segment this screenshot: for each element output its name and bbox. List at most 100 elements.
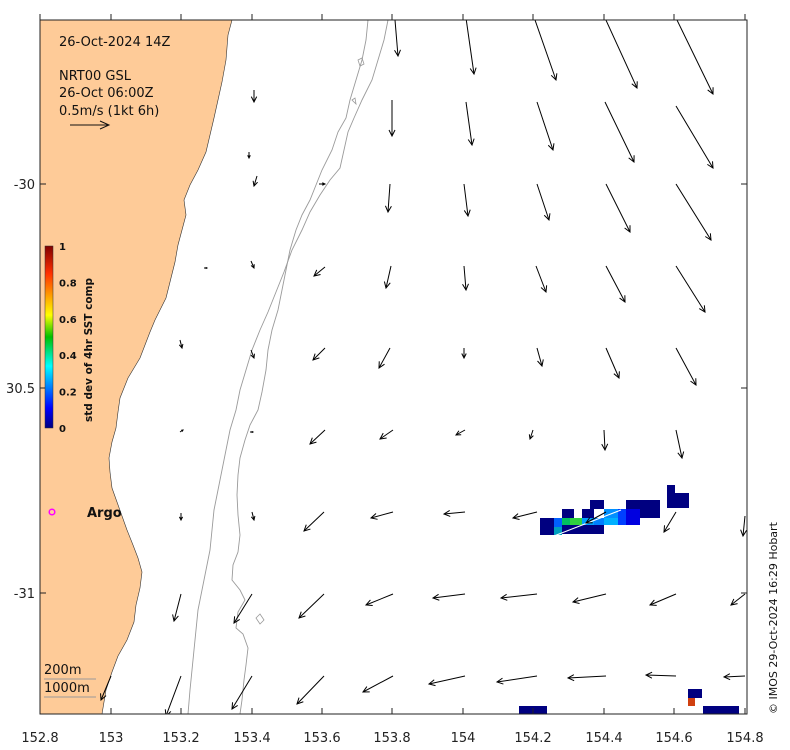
current-vector-arrow [605, 265, 626, 303]
current-vector-arrow [252, 175, 258, 188]
x-tick-label: 154.6 [655, 731, 692, 746]
current-vector-arrow [536, 101, 555, 152]
current-vector-arrow [172, 593, 182, 623]
y-tick-label: -30 [14, 178, 35, 193]
sst-std-dev-cell [554, 518, 562, 527]
colorbar-tick-label: 0 [59, 424, 66, 435]
current-vector-arrow [431, 593, 466, 601]
current-vector-arrow [313, 266, 326, 277]
isobath-label-200m: 200m [44, 663, 81, 678]
current-vector-arrow [585, 511, 607, 524]
current-vector-arrow [379, 429, 394, 440]
sst-std-dev-cell [570, 518, 582, 525]
current-vector-arrow [730, 593, 746, 606]
current-vector-arrow [663, 511, 677, 533]
current-vector-arrow [675, 105, 714, 169]
current-vector-arrow [462, 265, 469, 292]
x-tick-label: 153.8 [373, 731, 410, 746]
sst-std-dev-cell [618, 509, 626, 525]
current-vector-arrow [179, 429, 184, 433]
current-vector-arrow [722, 673, 746, 681]
current-vector-arrow [605, 183, 631, 233]
sst-std-dev-cell [626, 509, 640, 525]
current-vector-arrow [231, 675, 253, 710]
colorbar-tick-label: 1 [59, 242, 66, 253]
current-vector-arrow [204, 266, 209, 270]
sst-std-dev-cell [703, 706, 739, 714]
argo-marker [48, 508, 56, 516]
current-vector-arrow [461, 348, 467, 360]
current-vector-arrow [298, 593, 325, 619]
current-vector-arrow [250, 511, 256, 522]
current-vector-arrow [178, 339, 184, 350]
current-vector-arrow [535, 265, 548, 294]
x-tick-label: 154.4 [585, 731, 622, 746]
current-vector-arrow [644, 671, 677, 679]
colorbar-tick-label: 0.6 [59, 315, 77, 326]
product-name: NRT00 GSL [59, 69, 132, 84]
current-vector-arrow [362, 675, 394, 693]
current-vector-arrow [388, 100, 396, 138]
sst-std-dev-cell [667, 485, 675, 493]
current-vector-arrow [383, 265, 392, 290]
float-track [540, 509, 622, 542]
isobath-label-1000m: 1000m [44, 681, 90, 696]
colorbar-tick-label: 0.8 [59, 278, 77, 289]
coastline-land [40, 20, 233, 714]
current-vector-arrow [319, 182, 327, 186]
current-vector-arrow [675, 183, 712, 241]
current-vector-arrow [566, 674, 607, 682]
current-vector-arrow [384, 183, 392, 214]
x-tick-label: 154.8 [726, 731, 763, 746]
sst-std-dev-cell [554, 527, 562, 535]
current-vector-arrow [465, 20, 477, 76]
map-title: 26-Oct-2024 14Z [59, 35, 171, 50]
colorbar-tick-labels: 0 0.2 0.4 0.6 0.8 1 [59, 242, 77, 435]
current-vector-arrow [364, 593, 394, 607]
y-axis-tick-labels: -30 30.5 -31 [6, 178, 35, 602]
current-vectors [100, 20, 747, 714]
sst-std-dev-cell [594, 518, 604, 525]
sst-std-dev-cell [604, 518, 618, 525]
current-vector-arrow [442, 510, 466, 517]
product-time: 26-Oct 06:00Z [59, 86, 154, 101]
current-vector-arrow [250, 430, 255, 434]
current-vector-arrow [369, 511, 394, 520]
current-vector-arrow [571, 593, 607, 604]
current-vector-arrow [250, 349, 255, 360]
sst-std-dev-cell [540, 518, 554, 535]
sst-std-dev-cell [562, 509, 574, 518]
current-vector-arrow [250, 90, 258, 104]
current-vector-arrow [296, 675, 325, 705]
x-tick-label: 152.8 [21, 731, 58, 746]
current-vector-arrow [740, 515, 747, 538]
current-vector-arrow [312, 347, 326, 361]
current-vector-arrow [465, 101, 475, 147]
plot-frame [39, 19, 748, 715]
x-tick-label: 154.2 [514, 731, 551, 746]
isobath-fragment [255, 57, 365, 625]
current-vector-arrow [675, 347, 697, 386]
colorbar [44, 245, 54, 429]
colorbar-title: std dev of 4hr SST comp [83, 278, 95, 422]
sst-std-dev-patches [519, 485, 739, 714]
current-vector-arrow [309, 429, 326, 445]
sst-std-dev-cell [582, 509, 594, 518]
current-vector-arrow [303, 511, 325, 532]
current-vector-arrow [455, 429, 466, 436]
sst-std-dev-cell [562, 525, 604, 534]
current-vector-arrow [605, 347, 620, 380]
axis-ticks [39, 14, 747, 714]
current-vector-arrow [534, 20, 558, 82]
x-tick-label: 153.2 [162, 731, 199, 746]
current-vector-arrow [511, 511, 538, 520]
current-vector-arrow [463, 183, 471, 218]
current-vector-arrow [676, 20, 714, 96]
argo-label: Argo [87, 506, 122, 521]
current-vector-arrow [601, 429, 609, 452]
current-vector-arrow [250, 260, 255, 270]
sst-std-dev-cell [590, 500, 604, 509]
y-tick-label: 30.5 [6, 382, 35, 397]
current-vector-arrow [675, 429, 685, 460]
